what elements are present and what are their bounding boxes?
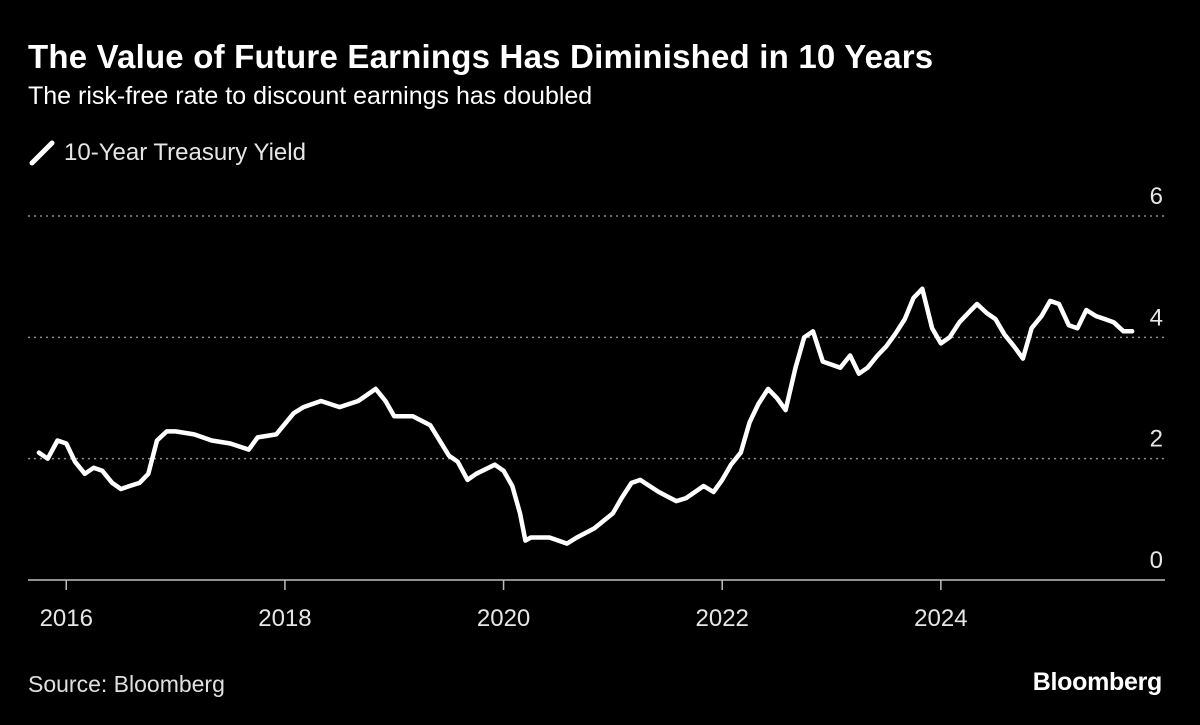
y-tick-label-4: 4 bbox=[1150, 304, 1163, 331]
x-tick-label-2022: 2022 bbox=[696, 605, 749, 632]
legend-line-swatch-icon bbox=[29, 140, 55, 166]
y-tick-label-2: 2 bbox=[1150, 426, 1163, 453]
bloomberg-logo: Bloomberg bbox=[1032, 668, 1163, 696]
legend-label: 10-Year Treasury Yield bbox=[64, 139, 306, 166]
chart-subtitle: The risk-free rate to discount earnings … bbox=[28, 82, 593, 110]
chart-title: The Value of Future Earnings Has Diminis… bbox=[28, 38, 934, 75]
x-tick-label-2016: 2016 bbox=[40, 605, 93, 632]
y-tick-label-0: 0 bbox=[1150, 547, 1163, 574]
y-tick-label-6: 6 bbox=[1150, 183, 1163, 210]
x-tick-label-2024: 2024 bbox=[914, 605, 967, 632]
source-note: Source: Bloomberg bbox=[28, 671, 225, 697]
chart-legend: 10-Year Treasury Yield bbox=[28, 139, 306, 167]
x-tick-label-2018: 2018 bbox=[258, 605, 311, 632]
x-tick-label-2020: 2020 bbox=[477, 605, 530, 632]
series-line-treasury-yield-0 bbox=[36, 286, 1135, 546]
